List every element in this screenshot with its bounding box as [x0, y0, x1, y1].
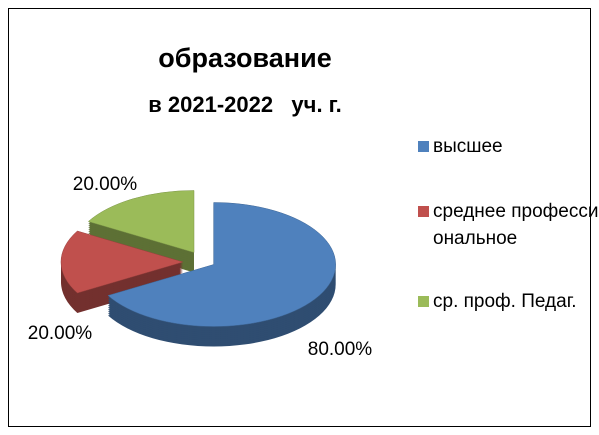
slice [107, 202, 336, 327]
slice [60, 230, 184, 294]
data-label: 20.00% [73, 174, 138, 195]
chart-subtitle: в 2021-2022 уч. г. [148, 92, 342, 117]
legend-label: среднее профессиональное [433, 201, 599, 249]
legend-swatch [418, 296, 429, 307]
data-label: 80.00% [308, 339, 373, 360]
chart-title: образование [158, 43, 331, 73]
legend-swatch [418, 141, 429, 152]
legend-label: высшее [433, 136, 503, 157]
legend-swatch [418, 206, 429, 217]
legend-label: ср. проф. Педаг. [433, 291, 577, 312]
data-label: 20.00% [28, 323, 93, 344]
slice [87, 190, 195, 253]
